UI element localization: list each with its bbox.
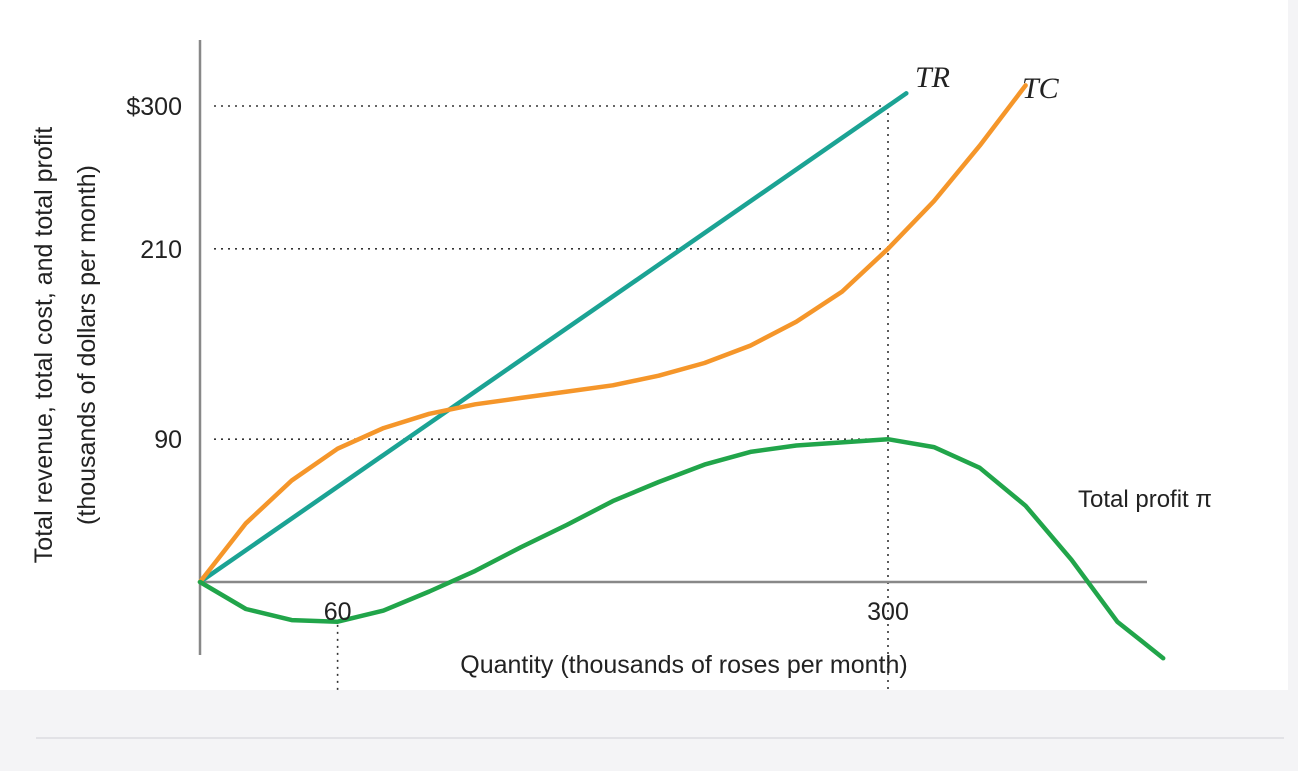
y-axis-title-line-2: (thousands of dollars per month): [73, 165, 101, 525]
x-tick-label-60: 60: [324, 598, 352, 626]
reference-lines: [214, 105, 889, 690]
series-line-total-profit: [197, 436, 1166, 661]
chart-background: [0, 0, 1288, 690]
x-axis-title: Quantity (thousands of roses per month): [460, 651, 907, 679]
tick-labels: 90 210 $300 60 300: [126, 93, 908, 626]
series-label-total-profit: Total profit π: [1078, 486, 1212, 513]
y-axis-title: Total revenue, total cost, and total pro…: [30, 127, 101, 563]
y-tick-label-300: $300: [126, 93, 182, 121]
x-tick-label-300: 300: [867, 598, 909, 626]
y-tick-label-90: 90: [154, 426, 182, 454]
series-line-tc: [197, 83, 1028, 585]
series-label-tc: TC: [1022, 72, 1060, 105]
axes: [198, 40, 1147, 655]
series-group: [197, 83, 1166, 661]
y-axis-title-line-1: Total revenue, total cost, and total pro…: [30, 127, 58, 563]
series-line-tr: [197, 91, 909, 585]
y-tick-label-210: 210: [140, 236, 182, 264]
series-label-tr: TR: [915, 61, 950, 94]
